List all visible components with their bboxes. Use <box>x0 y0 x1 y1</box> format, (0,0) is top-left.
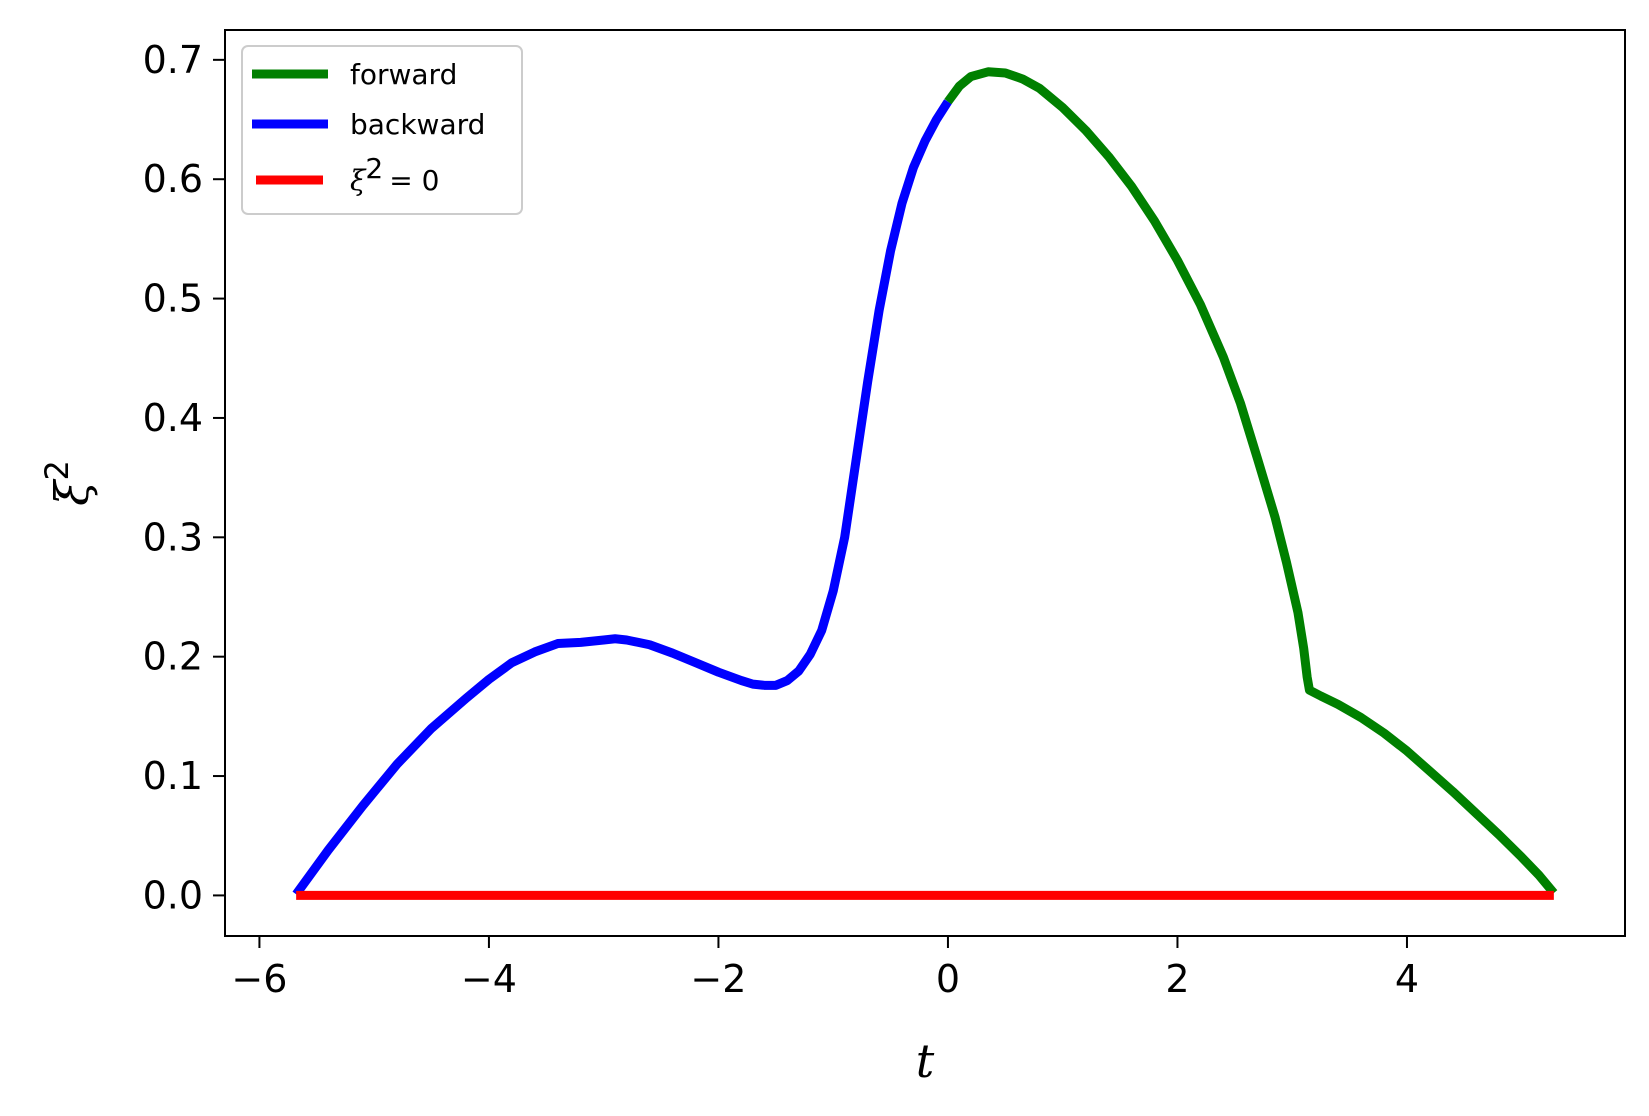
y-tick-label: 0.4 <box>143 396 203 440</box>
legend-box <box>241 45 523 215</box>
legend-label-backward: backward <box>350 108 485 141</box>
y-tick-label: 0.7 <box>143 38 203 82</box>
legend-label-zero-suffix: = 0 <box>389 164 439 197</box>
series-layer <box>292 67 1558 900</box>
legend-label-zero: ξ2 = 0 <box>350 152 439 197</box>
x-tick-label: 0 <box>936 957 960 1001</box>
plot-frame <box>224 29 1626 937</box>
x-tick-label: −2 <box>690 957 746 1001</box>
x-tick-label: 2 <box>1165 957 1189 1001</box>
x-tick-label: −6 <box>231 957 287 1001</box>
y-axis-ticks: 0.0 0.1 0.2 0.3 0.4 0.5 0.6 0.7 <box>143 38 225 917</box>
series-line-backward <box>292 99 952 897</box>
svg-text:ξ2: ξ2 <box>38 460 99 506</box>
legend-label-zero-superscript: 2 <box>365 152 383 185</box>
y-axis-label: ξ2 <box>38 460 99 506</box>
y-tick-label: 0.3 <box>143 515 203 559</box>
legend: forward backward ξ2 = 0 <box>241 45 523 215</box>
legend-label-forward: forward <box>350 58 457 91</box>
y-axis-label-superscript: 2 <box>38 460 76 480</box>
x-tick-label: 4 <box>1395 957 1419 1001</box>
x-axis-label: t <box>916 1034 935 1088</box>
y-tick-label: 0.1 <box>143 754 203 798</box>
y-tick-label: 0.6 <box>143 157 203 201</box>
y-tick-label: 0.2 <box>143 635 203 679</box>
x-tick-label: −4 <box>461 957 517 1001</box>
series-line-forward <box>944 67 1558 896</box>
x-axis-ticks: −6 −4 −2 0 2 4 <box>231 936 1419 1001</box>
legend-label-zero-symbol: ξ <box>350 164 367 197</box>
y-tick-label: 0.5 <box>143 277 203 321</box>
y-tick-label: 0.0 <box>143 873 203 917</box>
y-axis-label-symbol: ξ <box>45 478 99 506</box>
